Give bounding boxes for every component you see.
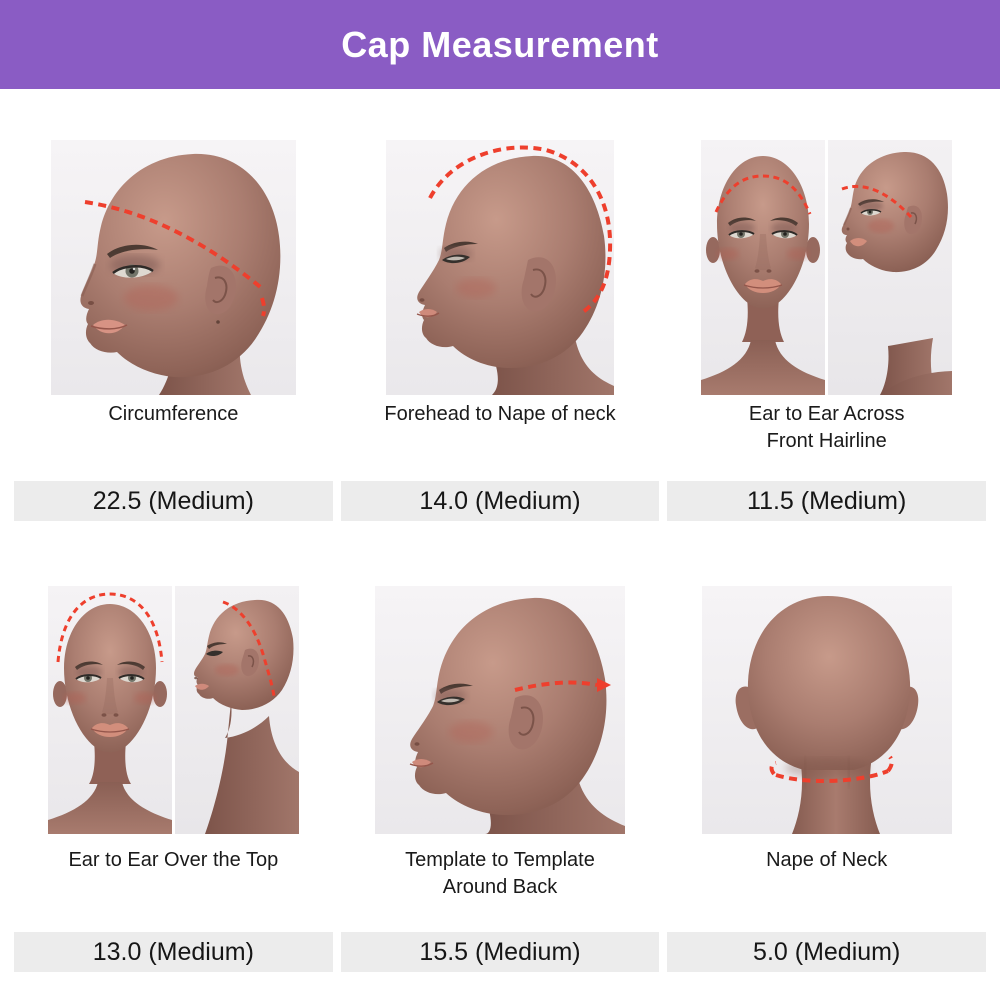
measurement-dash-line — [514, 680, 598, 692]
measurement-dash-line-end — [769, 761, 777, 776]
cap-measurement-infographic: Cap Measurement — [0, 0, 1000, 972]
mannequin-head-three-quarter-small-illustration — [828, 140, 953, 395]
measurement-bar-ear-to-ear-over-top: 13.0 (Medium) — [14, 932, 333, 972]
measurement-dash-line — [222, 600, 276, 697]
measurement-bar-forehead-to-nape: 14.0 (Medium) — [340, 481, 660, 521]
photo-nape-of-neck — [701, 586, 952, 834]
cell-circumference — [14, 140, 333, 395]
measurement-dash-line — [84, 200, 266, 292]
measurement-bar-template-to-template: 15.5 (Medium) — [340, 932, 660, 972]
photo-circumference — [50, 140, 296, 395]
photo-row-1 — [0, 140, 1000, 395]
head-silhouette — [717, 156, 810, 309]
measurement-dash-line — [775, 769, 889, 783]
head-silhouette — [63, 604, 156, 753]
value-row-1: 22.5 (Medium) 14.0 (Medium) 11.5 (Medium… — [0, 481, 1000, 521]
cell-nape-of-neck — [667, 586, 986, 834]
head-silhouette — [747, 596, 910, 770]
caption-row-1: Circumference Forehead to Nape of neck E… — [0, 395, 1000, 481]
photo-row-2 — [0, 586, 1000, 834]
photo-forehead-to-nape — [386, 140, 614, 395]
measurement-bar-circumference: 22.5 (Medium) — [14, 481, 333, 521]
mannequin-head-front-overtop-illustration — [47, 586, 172, 834]
measurement-dash-line — [714, 174, 812, 215]
header-banner: Cap Measurement — [0, 0, 1000, 89]
mannequin-head-profile-temple-line-illustration — [375, 586, 625, 834]
page-title: Cap Measurement — [341, 23, 659, 65]
mannequin-head-three-quarter-illustration — [50, 140, 296, 395]
measurement-dash-line — [841, 184, 913, 219]
measurement-bar-ear-to-ear-front: 11.5 (Medium) — [667, 481, 987, 521]
measurement-arrowhead — [597, 678, 611, 692]
caption-circumference: Circumference — [108, 403, 239, 425]
caption-ear-to-ear-over-top: Ear to Ear Over the Top — [68, 849, 279, 871]
measurement-bar-nape-of-neck: 5.0 (Medium) — [667, 932, 987, 972]
head-silhouette — [410, 597, 607, 816]
head-silhouette — [417, 155, 606, 369]
photo-ear-to-ear-front — [701, 140, 953, 395]
head-silhouette — [80, 153, 281, 378]
caption-nape-of-neck: Nape of Neck — [766, 849, 888, 871]
value-row-2: 13.0 (Medium) 15.5 (Medium) 5.0 (Medium) — [0, 932, 1000, 972]
caption-ear-to-ear-front: Ear to Ear Across Front Hairline — [748, 403, 905, 452]
mannequin-head-back-illustration — [701, 586, 952, 834]
cell-template-to-template — [341, 586, 660, 834]
cell-ear-to-ear-front — [667, 140, 986, 395]
photo-ear-to-ear-over-top — [47, 586, 299, 834]
measurement-dash-line — [56, 592, 164, 663]
caption-forehead-to-nape: Forehead to Nape of neck — [384, 403, 616, 425]
mannequin-head-profile-illustration — [386, 140, 614, 395]
head-silhouette — [841, 151, 949, 273]
cell-ear-to-ear-over-top — [14, 586, 333, 834]
caption-template-to-template: Template to Template Around Back — [405, 849, 595, 898]
measurement-dash-line-end — [886, 755, 894, 773]
mannequin-head-profile-back-arc-illustration — [174, 586, 299, 834]
caption-row-2: Ear to Ear Over the Top Template to Temp… — [0, 834, 1000, 932]
cell-forehead-to-nape — [341, 140, 660, 395]
photo-template-to-template — [375, 586, 625, 834]
measurement-dash-line — [428, 145, 613, 314]
measurement-dash-line-end — [259, 297, 266, 317]
mannequin-head-front-illustration — [701, 140, 826, 395]
